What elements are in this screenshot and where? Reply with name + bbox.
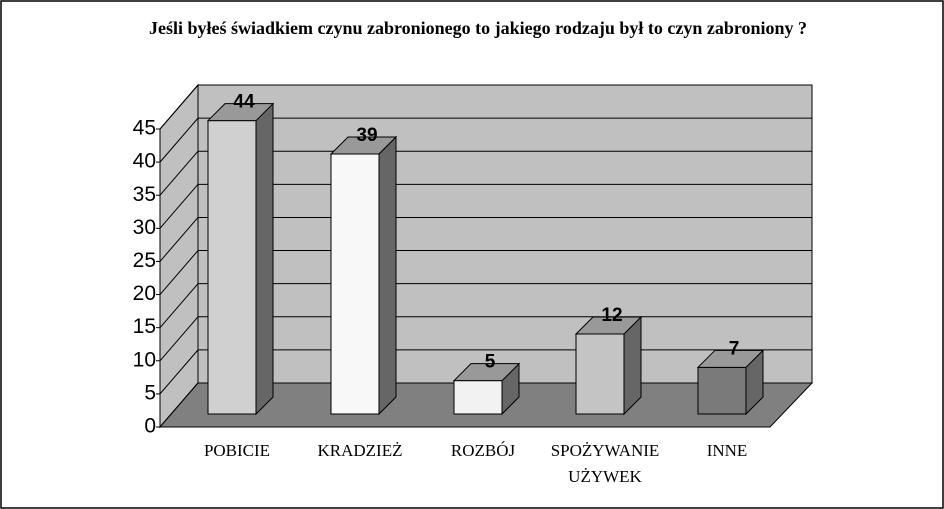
bar-top bbox=[696, 349, 765, 368]
side-wall bbox=[159, 83, 199, 429]
x-tick-label: ROZBÓJ bbox=[450, 441, 516, 460]
bar-front bbox=[330, 153, 380, 415]
x-tick-label: POBICIE bbox=[203, 441, 271, 460]
grid-line bbox=[159, 84, 199, 130]
grid-line bbox=[159, 349, 199, 395]
value-label: 39 bbox=[356, 125, 377, 146]
bar-front bbox=[453, 380, 503, 415]
x-tick-label: KRADZIEŻ bbox=[317, 441, 403, 460]
grid-line bbox=[159, 117, 199, 163]
bar-side bbox=[255, 102, 274, 416]
grid-line bbox=[159, 250, 199, 295]
bar-top bbox=[329, 136, 398, 155]
grid-line bbox=[159, 150, 199, 196]
y-tick-label: 45 bbox=[133, 117, 156, 140]
bar-front bbox=[697, 366, 747, 415]
y-tick-label: 15 bbox=[133, 315, 156, 338]
grid-line bbox=[159, 316, 199, 362]
grid-line bbox=[159, 184, 199, 229]
bar bbox=[329, 135, 398, 416]
bar-top bbox=[206, 103, 275, 122]
bar bbox=[696, 349, 765, 416]
y-tick-label: 0 bbox=[144, 415, 156, 438]
y-tick-label: 5 bbox=[144, 381, 156, 404]
y-tick-label: 20 bbox=[133, 282, 156, 305]
grid-line bbox=[159, 283, 199, 328]
value-label: 44 bbox=[233, 92, 255, 113]
y-tick-label: 30 bbox=[133, 216, 156, 239]
bar-front bbox=[575, 333, 625, 415]
bar bbox=[452, 362, 521, 416]
bar-top bbox=[452, 363, 521, 382]
value-label: 5 bbox=[485, 352, 496, 373]
bar-side bbox=[378, 135, 397, 416]
chart-title: Jeśli byłeś świadkiem czynu zabronionego… bbox=[149, 18, 807, 38]
back-wall bbox=[197, 84, 813, 384]
y-tick-label: 35 bbox=[133, 183, 156, 206]
y-tick-label: 10 bbox=[133, 348, 156, 371]
grid-line bbox=[159, 217, 199, 262]
y-tick-label: 40 bbox=[133, 150, 156, 173]
y-tick-label: 25 bbox=[133, 249, 156, 272]
bar-front bbox=[207, 120, 257, 415]
bar bbox=[574, 315, 643, 416]
bar bbox=[206, 102, 275, 416]
value-label: 7 bbox=[729, 338, 740, 359]
bar-top bbox=[574, 316, 643, 335]
x-tick-label: INNE bbox=[706, 441, 748, 460]
value-label: 12 bbox=[601, 305, 622, 326]
x-tick-label: SPOŻYWANIE UŻYWEK bbox=[550, 441, 660, 486]
